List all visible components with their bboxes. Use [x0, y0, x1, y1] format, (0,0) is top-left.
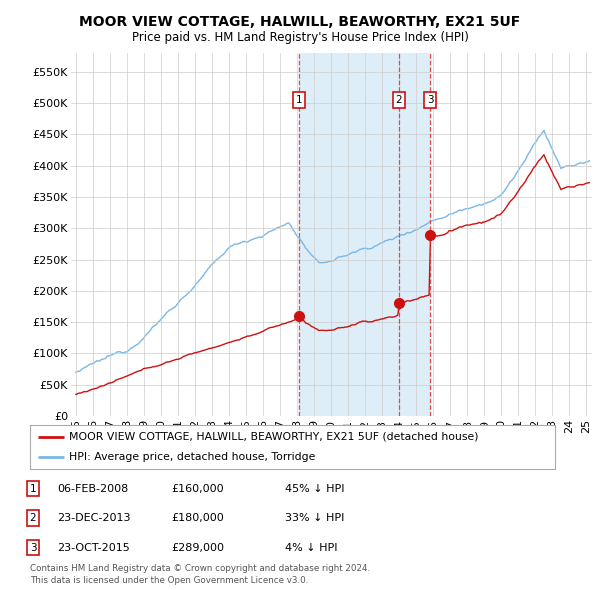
Text: £289,000: £289,000	[171, 543, 224, 552]
Text: 1: 1	[29, 484, 37, 493]
Text: 2: 2	[395, 95, 402, 105]
Text: HPI: Average price, detached house, Torridge: HPI: Average price, detached house, Torr…	[70, 452, 316, 462]
Text: 23-OCT-2015: 23-OCT-2015	[57, 543, 130, 552]
Text: 3: 3	[29, 543, 37, 552]
Text: Contains HM Land Registry data © Crown copyright and database right 2024.
This d: Contains HM Land Registry data © Crown c…	[30, 565, 370, 585]
Text: 3: 3	[427, 95, 433, 105]
Bar	[299, 53, 430, 416]
Text: 23-DEC-2013: 23-DEC-2013	[57, 513, 131, 523]
Text: 2: 2	[29, 513, 37, 523]
Text: 06-FEB-2008: 06-FEB-2008	[57, 484, 128, 493]
Text: Price paid vs. HM Land Registry's House Price Index (HPI): Price paid vs. HM Land Registry's House …	[131, 31, 469, 44]
Text: 1: 1	[295, 95, 302, 105]
Text: 45% ↓ HPI: 45% ↓ HPI	[285, 484, 344, 493]
Text: MOOR VIEW COTTAGE, HALWILL, BEAWORTHY, EX21 5UF: MOOR VIEW COTTAGE, HALWILL, BEAWORTHY, E…	[79, 15, 521, 29]
Text: 33% ↓ HPI: 33% ↓ HPI	[285, 513, 344, 523]
Text: £180,000: £180,000	[171, 513, 224, 523]
Text: £160,000: £160,000	[171, 484, 224, 493]
Text: MOOR VIEW COTTAGE, HALWILL, BEAWORTHY, EX21 5UF (detached house): MOOR VIEW COTTAGE, HALWILL, BEAWORTHY, E…	[70, 432, 479, 442]
Text: 4% ↓ HPI: 4% ↓ HPI	[285, 543, 337, 552]
